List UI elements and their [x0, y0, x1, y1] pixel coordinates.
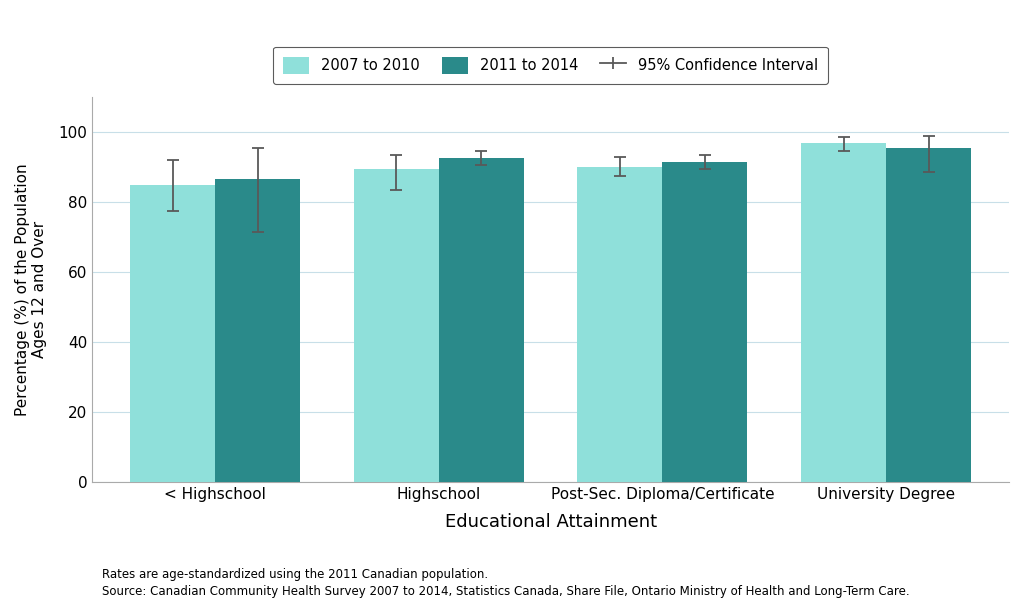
Bar — [215, 179, 300, 483]
Text: Rates are age-standardized using the 2011 Canadian population.: Rates are age-standardized using the 201… — [102, 568, 488, 581]
Bar — [886, 148, 971, 483]
Bar — [663, 162, 748, 483]
Bar — [578, 167, 663, 483]
Text: Source: Canadian Community Health Survey 2007 to 2014, Statistics Canada, Share : Source: Canadian Community Health Survey… — [102, 585, 910, 597]
Y-axis label: Percentage (%) of the Population
Ages 12 and Over: Percentage (%) of the Population Ages 12… — [15, 163, 47, 416]
Bar — [801, 142, 886, 483]
Bar — [439, 158, 524, 483]
Bar — [354, 169, 439, 483]
Bar — [130, 185, 215, 483]
Legend: 2007 to 2010, 2011 to 2014, 95% Confidence Interval: 2007 to 2010, 2011 to 2014, 95% Confiden… — [273, 47, 828, 84]
X-axis label: Educational Attainment: Educational Attainment — [444, 513, 656, 532]
